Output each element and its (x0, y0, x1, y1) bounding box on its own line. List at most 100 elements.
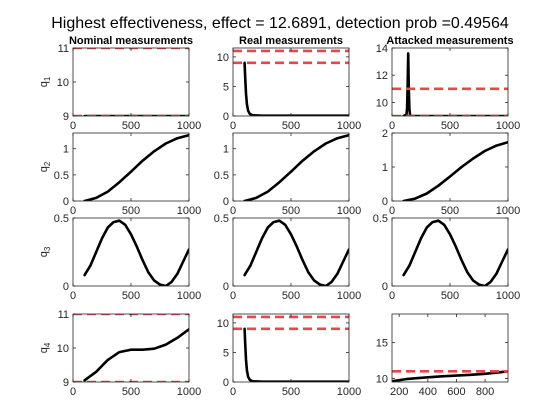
plot-area (73, 218, 189, 286)
plot-area (233, 48, 349, 116)
subplot: 0 500 1000 0 0.5 (214, 213, 362, 302)
series-group (392, 369, 508, 382)
y-axis-label-subscript: 2 (43, 161, 52, 166)
plot-area (233, 314, 349, 382)
subplot: 0 500 1000 0 1 2 (382, 128, 520, 217)
x-tick-label: 1000 (496, 120, 520, 132)
x-tick-label: 0 (230, 120, 236, 132)
y-tick-label: 10 (217, 318, 229, 330)
y-tick-label: 0 (382, 196, 388, 208)
y-tick-label: 5 (223, 81, 229, 93)
x-tick-label: 0 (70, 120, 76, 132)
signal-line (402, 219, 508, 286)
plot-area (392, 48, 508, 116)
y-tick-label: 10 (217, 52, 229, 64)
x-tick-label: 1000 (177, 205, 201, 217)
y-tick-label: 1 (223, 144, 229, 156)
y-tick-label: 10 (376, 97, 388, 109)
y-tick-label: 0.5 (214, 213, 229, 225)
subplot-title: Real measurements (239, 35, 343, 47)
y-tick-label: 2 (382, 128, 388, 140)
y-tick-label: 0 (63, 281, 69, 293)
subplot: 0 500 1000 0 0.5 1 (214, 132, 361, 217)
x-tick-label: 0 (70, 386, 76, 398)
x-tick-label: 0 (230, 290, 236, 302)
plot-area (73, 314, 189, 382)
subplot: 200 400 600 800 10 15 (376, 313, 509, 398)
signal-line (392, 369, 508, 382)
x-tick-label: 0 (389, 290, 395, 302)
x-tick-label: 0 (70, 205, 76, 217)
y-axis-label: q4 (38, 342, 52, 353)
x-tick-label: 0 (389, 205, 395, 217)
y-tick-label: 0 (223, 281, 229, 293)
plot-area (392, 133, 508, 201)
x-tick-label: 500 (441, 290, 459, 302)
x-tick-label: 500 (122, 290, 140, 302)
figure-title: Highest effectiveness, effect = 12.6891,… (51, 15, 509, 32)
y-tick-label: 0 (63, 196, 69, 208)
subplot: 0 500 1000 0 0.5 q3 (38, 213, 201, 302)
x-tick-label: 500 (282, 120, 300, 132)
subplot: 0 500 1000 0 5 10 Real measurements (217, 35, 361, 132)
series-group (243, 219, 349, 286)
x-tick-label: 1000 (177, 386, 201, 398)
y-tick-label: 0.5 (54, 170, 69, 182)
x-tick-label: 1000 (496, 290, 520, 302)
y-axis-label-subscript: 3 (43, 246, 52, 251)
y-tick-label: 0 (223, 377, 229, 389)
series-group (73, 314, 189, 382)
x-tick-label: 0 (230, 386, 236, 398)
x-tick-label: 1000 (337, 120, 361, 132)
series-group (83, 219, 189, 286)
x-tick-label: 1000 (177, 120, 201, 132)
x-tick-label: 1000 (177, 290, 201, 302)
x-tick-label: 800 (476, 386, 494, 398)
y-tick-label: 9 (63, 111, 69, 123)
y-tick-label: 0.5 (373, 213, 388, 225)
y-axis-label: q2 (38, 161, 52, 172)
subplot: 0 500 1000 9 10 11 q4 (38, 309, 201, 398)
y-axis-label-base: q (38, 81, 50, 87)
y-axis-label-subscript: 1 (43, 76, 52, 81)
x-tick-label: 1000 (337, 290, 361, 302)
y-tick-label: 0 (382, 281, 388, 293)
plot-area (73, 48, 189, 116)
x-tick-label: 1000 (337, 205, 361, 217)
axes-box (391, 313, 509, 383)
y-tick-label: 9 (63, 377, 69, 389)
y-axis-label: q1 (38, 76, 52, 87)
x-tick-label: 0 (389, 120, 395, 132)
subplot-title: Attacked measurements (386, 35, 513, 47)
plot-area (73, 133, 189, 201)
y-tick-label: 11 (58, 43, 69, 55)
plot-area (233, 218, 349, 286)
y-tick-label: 5 (223, 347, 229, 359)
y-tick-label: 14 (376, 43, 388, 55)
x-tick-label: 600 (447, 386, 465, 398)
y-tick-label: 12 (376, 70, 388, 82)
subplot-title: Nominal measurements (69, 35, 193, 47)
signal-line (243, 219, 349, 286)
series-group (392, 52, 508, 116)
series-group (402, 140, 508, 201)
x-tick-label: 500 (122, 205, 140, 217)
y-tick-label: 10 (57, 77, 69, 89)
y-tick-label: 10 (57, 343, 69, 355)
subplot: 0 500 1000 0 0.5 (373, 213, 521, 302)
x-tick-label: 0 (70, 290, 76, 302)
subplot: 0 500 1000 0 0.5 1 q2 (38, 132, 201, 217)
y-axis-label-base: q (38, 251, 50, 257)
series-group (402, 219, 508, 286)
x-tick-label: 500 (122, 386, 140, 398)
x-tick-label: 500 (122, 120, 140, 132)
signal-line (402, 140, 508, 201)
y-axis-label-base: q (38, 166, 50, 172)
x-tick-label: 500 (441, 120, 459, 132)
signal-line (83, 327, 189, 382)
x-tick-label: 200 (390, 386, 408, 398)
plot-area (392, 218, 508, 286)
x-tick-label: 1000 (496, 205, 520, 217)
